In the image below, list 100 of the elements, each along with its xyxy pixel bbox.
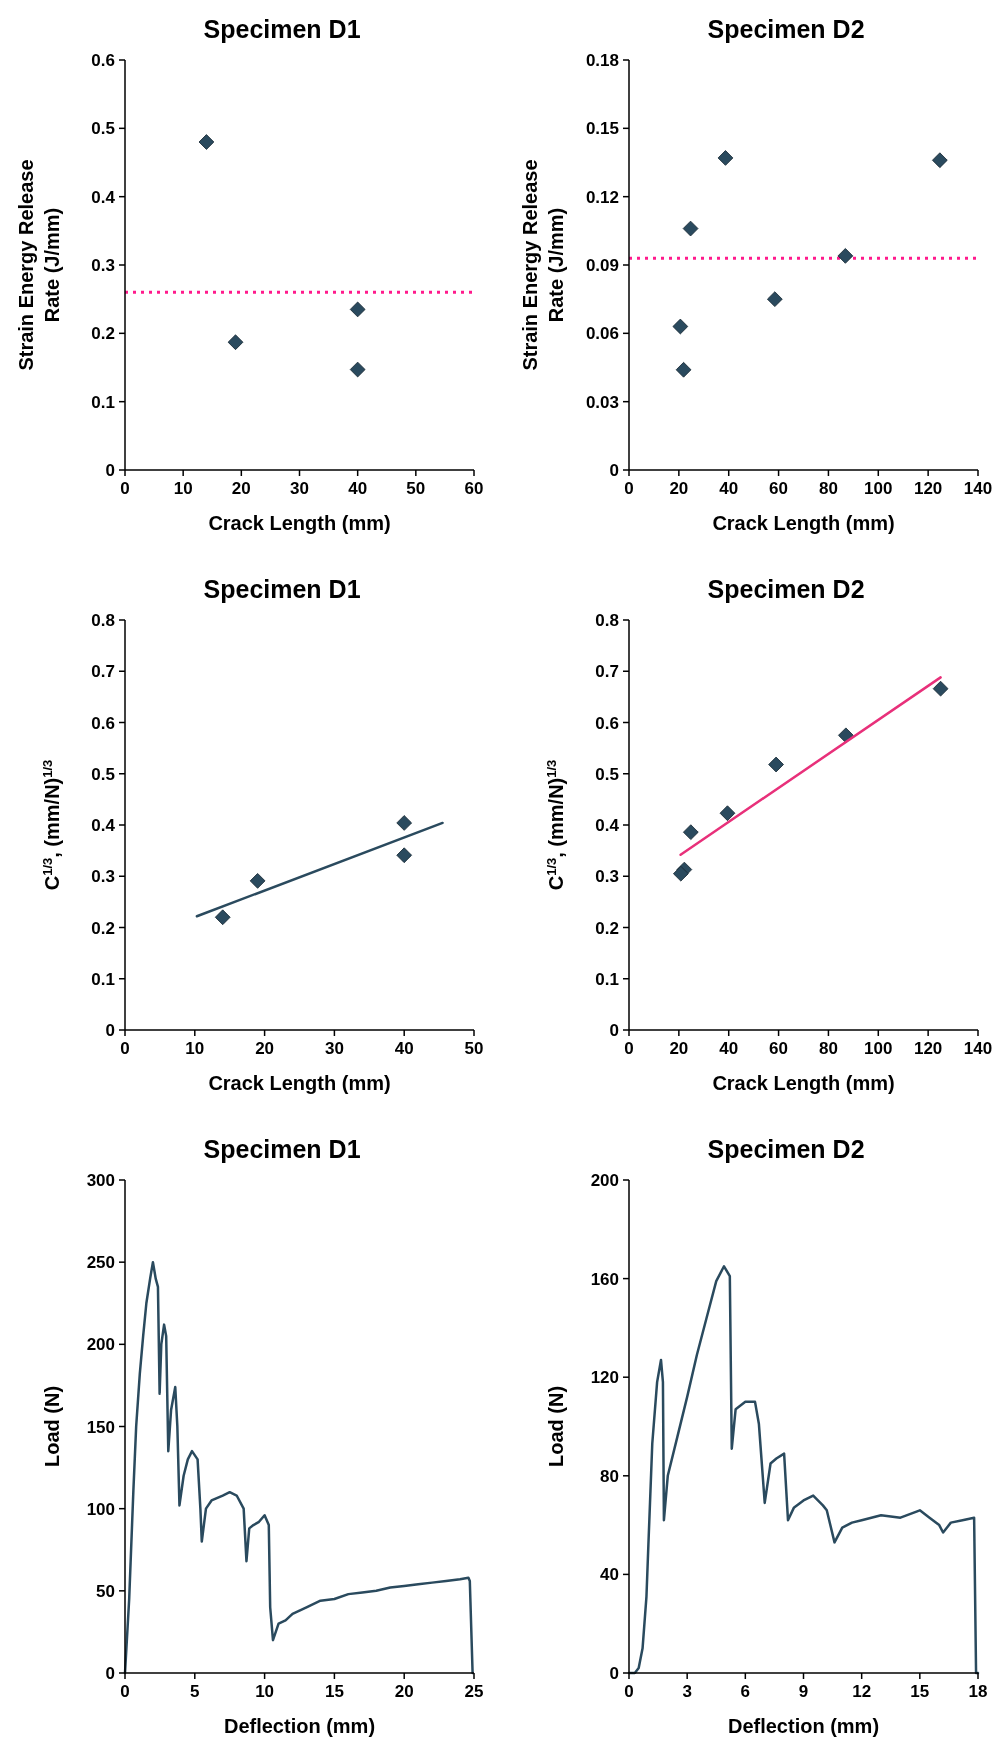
x-tick-label: 0 bbox=[624, 1039, 634, 1058]
x-tick-label: 60 bbox=[769, 479, 789, 498]
x-tick-label: 40 bbox=[348, 479, 368, 498]
y-tick-label: 100 bbox=[86, 1499, 115, 1519]
x-axis-title: Crack Length (mm) bbox=[208, 512, 391, 534]
x-tick-label: 80 bbox=[818, 1039, 838, 1058]
x-tick-label: 20 bbox=[669, 479, 689, 498]
x-tick-label: 10 bbox=[185, 1039, 205, 1058]
y-tick-label: 0 bbox=[609, 461, 619, 480]
x-tick-label: 10 bbox=[255, 1682, 275, 1701]
y-tick-label: 0.06 bbox=[585, 324, 619, 344]
y-tick-label: 250 bbox=[86, 1253, 115, 1273]
x-tick-label: 30 bbox=[290, 479, 309, 498]
y-axis-title: Load (N) bbox=[41, 1385, 63, 1468]
x-axis-title: Crack Length (mm) bbox=[208, 1072, 391, 1094]
x-tick-label: 60 bbox=[464, 479, 484, 498]
y-axis-title: Strain Energy Release Rate (J/mm) bbox=[15, 159, 63, 371]
y-tick-label: 160 bbox=[590, 1269, 619, 1289]
y-tick-label: 0.12 bbox=[585, 187, 619, 207]
x-tick-label: 0 bbox=[624, 479, 634, 498]
x-axis-title: Crack Length (mm) bbox=[712, 512, 895, 534]
y-tick-label: 0.3 bbox=[91, 256, 115, 275]
y-tick-label: 0 bbox=[105, 1664, 115, 1683]
x-tick-label: 15 bbox=[324, 1682, 344, 1701]
x-tick-label: 3 bbox=[682, 1682, 692, 1701]
y-tick-label: 50 bbox=[96, 1581, 115, 1601]
y-tick-label: 0.6 bbox=[595, 713, 619, 733]
y-tick-label: 0.6 bbox=[91, 713, 115, 733]
x-tick-label: 20 bbox=[231, 479, 251, 498]
x-tick-label: 40 bbox=[394, 1039, 414, 1058]
y-tick-label: 0.18 bbox=[585, 51, 619, 70]
x-tick-label: 10 bbox=[173, 479, 193, 498]
chart-title: Specimen D2 bbox=[707, 575, 865, 603]
x-tick-label: 140 bbox=[963, 1039, 993, 1058]
x-tick-label: 100 bbox=[864, 479, 893, 498]
chart-title: Specimen D1 bbox=[203, 15, 361, 43]
y-tick-label: 0.8 bbox=[91, 611, 115, 630]
x-tick-label: 9 bbox=[798, 1682, 809, 1701]
y-tick-label: 0.2 bbox=[91, 918, 115, 938]
x-tick-label: 0 bbox=[120, 1682, 130, 1701]
y-tick-label: 80 bbox=[600, 1466, 619, 1486]
x-axis-title: Crack Length (mm) bbox=[712, 1072, 895, 1094]
y-tick-label: 0.5 bbox=[595, 764, 619, 784]
chart-title: Specimen D2 bbox=[707, 1135, 865, 1163]
y-tick-label: 200 bbox=[590, 1171, 619, 1190]
y-tick-label: 0.4 bbox=[91, 187, 116, 207]
y-tick-label: 0.4 bbox=[91, 816, 116, 835]
y-tick-label: 0.5 bbox=[91, 119, 115, 139]
x-tick-label: 15 bbox=[910, 1682, 930, 1701]
y-tick-label: 0 bbox=[105, 461, 115, 480]
y-tick-label: 0.15 bbox=[585, 119, 619, 139]
x-tick-label: 6 bbox=[740, 1682, 751, 1701]
y-tick-label: 300 bbox=[86, 1171, 115, 1190]
x-tick-label: 50 bbox=[464, 1039, 484, 1058]
y-tick-label: 0.6 bbox=[91, 51, 115, 70]
y-tick-label: 0.3 bbox=[595, 867, 619, 887]
chart-title: Specimen D1 bbox=[203, 1135, 361, 1163]
y-tick-label: 0.7 bbox=[595, 662, 619, 682]
x-tick-label: 0 bbox=[120, 479, 130, 498]
y-tick-label: 0.4 bbox=[595, 816, 620, 835]
y-tick-label: 0.2 bbox=[595, 918, 619, 938]
y-tick-label: 0 bbox=[609, 1664, 619, 1683]
y-tick-label: 0.8 bbox=[595, 611, 619, 630]
x-tick-label: 0 bbox=[120, 1039, 130, 1058]
x-tick-label: 80 bbox=[818, 479, 838, 498]
x-tick-label: 140 bbox=[963, 479, 993, 498]
y-tick-label: 150 bbox=[86, 1417, 115, 1437]
chart-title: Specimen D1 bbox=[203, 575, 361, 603]
y-tick-label: 0.1 bbox=[91, 969, 115, 989]
y-tick-label: 0.7 bbox=[91, 662, 115, 682]
x-tick-label: 12 bbox=[852, 1682, 872, 1701]
y-tick-label: 0.1 bbox=[595, 969, 619, 989]
x-tick-label: 5 bbox=[190, 1682, 200, 1701]
y-tick-label: 0.03 bbox=[585, 392, 619, 412]
y-tick-label: 0.1 bbox=[91, 392, 115, 412]
x-tick-label: 30 bbox=[324, 1039, 344, 1058]
y-tick-label: 0.2 bbox=[91, 324, 115, 344]
x-tick-label: 60 bbox=[769, 1039, 789, 1058]
x-tick-label: 120 bbox=[913, 479, 943, 498]
y-tick-label: 0 bbox=[105, 1021, 115, 1040]
y-axis-title: Strain Energy Release Rate (J/mm) bbox=[519, 159, 567, 371]
y-tick-label: 0.5 bbox=[91, 764, 115, 784]
x-tick-label: 120 bbox=[913, 1039, 943, 1058]
x-tick-label: 25 bbox=[464, 1682, 484, 1701]
y-tick-label: 0.09 bbox=[585, 256, 619, 275]
x-tick-label: 0 bbox=[624, 1682, 634, 1701]
x-tick-label: 100 bbox=[864, 1039, 893, 1058]
y-tick-label: 0 bbox=[609, 1021, 619, 1040]
x-tick-label: 20 bbox=[255, 1039, 275, 1058]
x-tick-label: 50 bbox=[406, 479, 426, 498]
chart-title: Specimen D2 bbox=[707, 15, 865, 43]
y-tick-label: 200 bbox=[86, 1335, 115, 1355]
x-tick-label: 20 bbox=[394, 1682, 414, 1701]
x-axis-title: Deflection (mm) bbox=[727, 1715, 880, 1737]
x-axis-title: Deflection (mm) bbox=[223, 1715, 376, 1737]
x-tick-label: 40 bbox=[719, 479, 739, 498]
y-tick-label: 40 bbox=[600, 1565, 619, 1585]
y-tick-label: 0.3 bbox=[91, 867, 115, 887]
x-tick-label: 40 bbox=[719, 1039, 739, 1058]
x-tick-label: 20 bbox=[669, 1039, 689, 1058]
